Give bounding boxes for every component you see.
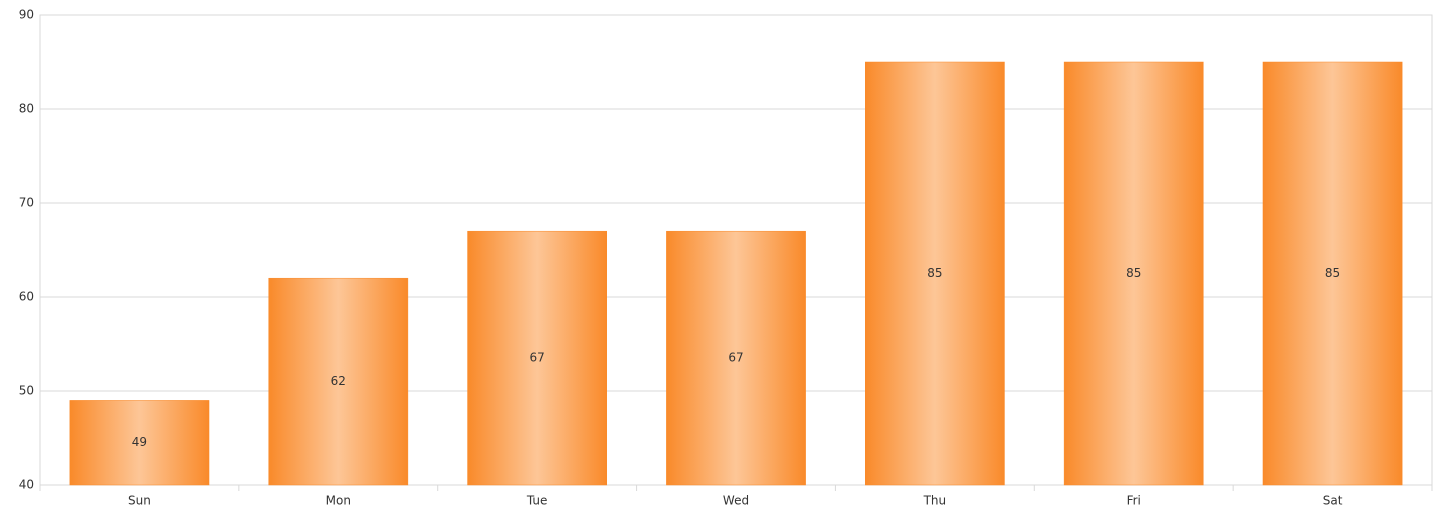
data-label: 85 bbox=[927, 266, 942, 280]
x-tick-label: Sat bbox=[1323, 494, 1343, 508]
bar bbox=[666, 230, 806, 486]
data-label: 85 bbox=[1126, 266, 1141, 280]
bar bbox=[865, 61, 1005, 486]
data-label: 85 bbox=[1325, 266, 1340, 280]
y-tick-label: 70 bbox=[19, 196, 34, 210]
y-tick-label: 40 bbox=[19, 478, 34, 492]
bar bbox=[1262, 61, 1403, 486]
y-tick-label: 60 bbox=[19, 290, 34, 304]
bar bbox=[1063, 61, 1204, 486]
x-tick-label: Sun bbox=[128, 494, 151, 508]
bar bbox=[268, 277, 409, 486]
y-tick-label: 50 bbox=[19, 384, 34, 398]
x-tick-label: Thu bbox=[923, 494, 947, 508]
data-label: 62 bbox=[331, 374, 346, 388]
y-tick-label: 80 bbox=[19, 102, 34, 116]
bar bbox=[69, 400, 210, 486]
data-label: 49 bbox=[132, 435, 147, 449]
x-tick-label: Fri bbox=[1127, 494, 1141, 508]
x-tick-label: Tue bbox=[526, 494, 548, 508]
x-tick-label: Wed bbox=[723, 494, 749, 508]
y-tick-label: 90 bbox=[19, 8, 34, 22]
data-label: 67 bbox=[728, 351, 743, 365]
x-tick-label: Mon bbox=[326, 494, 351, 508]
bar bbox=[467, 230, 607, 486]
data-label: 67 bbox=[530, 351, 545, 365]
